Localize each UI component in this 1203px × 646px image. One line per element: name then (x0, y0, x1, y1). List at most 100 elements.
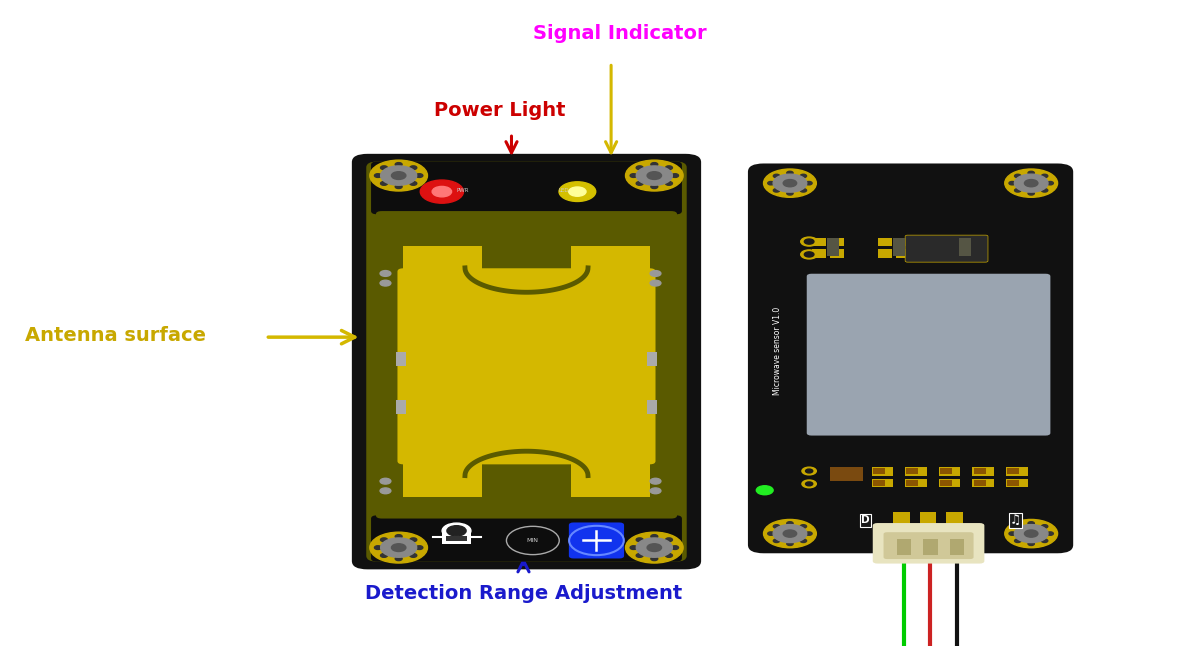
Bar (1006, 479, 1027, 487)
Bar (895, 249, 909, 258)
Circle shape (783, 530, 796, 537)
Bar (647, 400, 657, 413)
Circle shape (374, 174, 381, 178)
Text: PWR: PWR (456, 188, 469, 193)
Circle shape (787, 171, 793, 174)
Bar (895, 238, 909, 246)
FancyBboxPatch shape (905, 235, 988, 262)
Circle shape (636, 182, 644, 185)
FancyBboxPatch shape (371, 162, 682, 214)
Circle shape (380, 166, 387, 169)
Circle shape (636, 166, 672, 185)
Circle shape (1042, 189, 1048, 192)
Circle shape (626, 160, 683, 191)
Bar (940, 480, 952, 486)
Circle shape (671, 174, 678, 178)
Text: LED: LED (558, 188, 569, 193)
FancyBboxPatch shape (807, 274, 1050, 435)
Text: MIN: MIN (527, 538, 539, 543)
Bar (938, 479, 960, 487)
Circle shape (1025, 530, 1038, 537)
Bar (871, 467, 893, 475)
Circle shape (1042, 174, 1048, 178)
Bar (1007, 480, 1019, 486)
Circle shape (1042, 539, 1048, 543)
Circle shape (380, 478, 391, 484)
Circle shape (380, 182, 387, 185)
Bar (647, 352, 657, 366)
Circle shape (806, 532, 812, 536)
FancyBboxPatch shape (397, 268, 656, 464)
Circle shape (757, 486, 774, 495)
Bar (973, 480, 985, 486)
Circle shape (636, 554, 644, 557)
Circle shape (774, 539, 780, 543)
Circle shape (774, 189, 780, 192)
Bar (906, 468, 918, 474)
Bar (959, 238, 971, 256)
Circle shape (630, 174, 638, 178)
Circle shape (801, 237, 818, 246)
Bar (403, 246, 482, 289)
Bar (940, 468, 952, 474)
FancyBboxPatch shape (375, 211, 677, 519)
Circle shape (651, 535, 658, 538)
Circle shape (569, 187, 586, 196)
Circle shape (396, 185, 402, 189)
Circle shape (443, 523, 470, 539)
Bar (812, 238, 826, 246)
FancyBboxPatch shape (883, 532, 973, 559)
Circle shape (650, 280, 660, 286)
Bar (972, 479, 994, 487)
Circle shape (1014, 539, 1021, 543)
FancyBboxPatch shape (872, 523, 984, 563)
Circle shape (774, 174, 780, 178)
Circle shape (559, 182, 595, 202)
Text: Power Light: Power Light (434, 101, 565, 120)
Text: Microwave sensor V1.0: Microwave sensor V1.0 (774, 307, 782, 395)
Bar (445, 536, 467, 541)
Circle shape (800, 174, 806, 178)
Bar (1007, 468, 1019, 474)
Circle shape (651, 163, 658, 166)
Circle shape (806, 469, 813, 473)
Circle shape (1005, 519, 1057, 548)
Circle shape (802, 467, 817, 475)
Circle shape (650, 478, 660, 484)
Circle shape (768, 182, 774, 185)
Circle shape (806, 482, 813, 486)
Circle shape (396, 557, 402, 561)
Circle shape (380, 554, 387, 557)
Circle shape (802, 480, 817, 488)
Circle shape (374, 546, 381, 550)
Circle shape (1029, 542, 1035, 545)
Circle shape (1025, 180, 1038, 187)
Bar (949, 539, 964, 554)
Circle shape (805, 252, 814, 257)
Bar (872, 480, 884, 486)
Circle shape (650, 271, 660, 276)
Circle shape (396, 163, 402, 166)
Bar (877, 238, 891, 246)
Bar (871, 479, 893, 487)
Bar (961, 249, 976, 258)
Circle shape (391, 544, 405, 552)
Circle shape (380, 271, 391, 276)
Bar (906, 480, 918, 486)
Bar (923, 539, 937, 554)
Circle shape (446, 526, 466, 536)
Bar (828, 238, 840, 256)
Bar (973, 468, 985, 474)
Circle shape (1042, 525, 1048, 528)
Circle shape (1009, 532, 1015, 536)
Bar (830, 238, 845, 246)
Bar (830, 249, 845, 258)
Circle shape (787, 542, 793, 545)
Circle shape (665, 166, 672, 169)
Circle shape (410, 538, 416, 541)
Bar (1006, 467, 1027, 475)
Circle shape (800, 539, 806, 543)
Bar (896, 539, 911, 554)
Circle shape (774, 525, 807, 543)
Circle shape (1014, 525, 1048, 543)
